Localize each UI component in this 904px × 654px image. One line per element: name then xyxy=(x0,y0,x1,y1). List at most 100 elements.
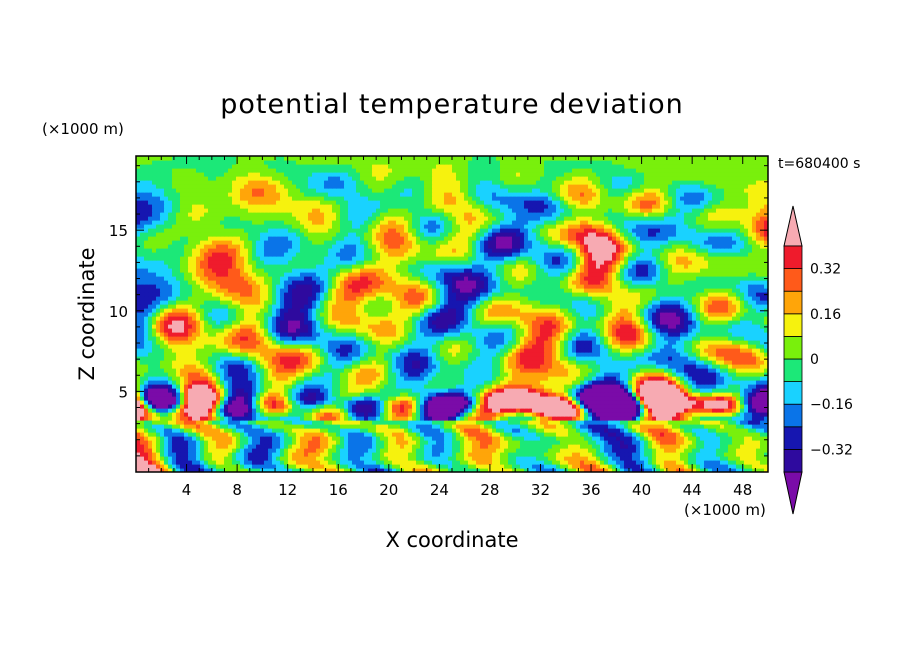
heatmap-cell xyxy=(468,432,473,437)
heatmap-cell xyxy=(368,420,373,425)
heatmap-cell xyxy=(704,360,709,365)
heatmap-cell xyxy=(528,412,533,417)
heatmap-cell xyxy=(500,348,505,353)
heatmap-cell xyxy=(160,396,165,401)
heatmap-cell xyxy=(676,360,681,365)
heatmap-cell xyxy=(452,344,457,349)
heatmap-cell xyxy=(708,384,713,389)
heatmap-cell xyxy=(140,388,145,393)
heatmap-cell xyxy=(464,404,469,409)
heatmap-cell xyxy=(160,468,165,472)
heatmap-cell xyxy=(588,432,593,437)
heatmap-cell xyxy=(440,404,445,409)
heatmap-cell xyxy=(644,452,649,457)
heatmap-cell xyxy=(164,396,169,401)
heatmap-cell xyxy=(324,396,329,401)
heatmap-cell xyxy=(536,428,541,433)
heatmap-cell xyxy=(364,448,369,453)
heatmap-cell xyxy=(388,348,393,353)
heatmap-cell xyxy=(620,372,625,377)
heatmap-cell xyxy=(736,372,741,377)
heatmap-cell xyxy=(552,392,557,397)
heatmap-cell xyxy=(196,456,201,461)
heatmap-cell xyxy=(760,376,765,381)
heatmap-cell xyxy=(676,420,681,425)
heatmap-cell xyxy=(492,356,497,361)
heatmap-cell xyxy=(320,460,325,465)
heatmap-cell xyxy=(448,360,453,365)
heatmap-cell xyxy=(732,380,737,385)
heatmap-cell xyxy=(352,456,357,461)
heatmap-cell xyxy=(180,464,185,469)
heatmap-cell xyxy=(332,372,337,377)
heatmap-cell xyxy=(316,444,321,449)
heatmap-cell xyxy=(528,396,533,401)
heatmap-cell xyxy=(380,420,385,425)
heatmap-cell xyxy=(612,436,617,441)
heatmap-cell xyxy=(152,384,157,389)
heatmap-cell xyxy=(464,376,469,381)
heatmap-cell xyxy=(388,424,393,429)
heatmap-cell xyxy=(608,424,613,429)
heatmap-cell xyxy=(164,444,169,449)
heatmap-cell xyxy=(592,416,597,421)
heatmap-cell xyxy=(460,416,465,421)
heatmap-cell xyxy=(240,420,245,425)
heatmap-cell xyxy=(512,452,517,457)
heatmap-cell xyxy=(192,412,197,417)
heatmap-cell xyxy=(532,352,537,357)
heatmap-cell xyxy=(176,364,181,369)
heatmap-cell xyxy=(320,424,325,429)
heatmap-cell xyxy=(476,344,481,349)
heatmap-cell xyxy=(408,404,413,409)
heatmap-cell xyxy=(244,368,249,373)
heatmap-cell xyxy=(472,384,477,389)
heatmap-cell xyxy=(688,388,693,393)
heatmap-cell xyxy=(424,416,429,421)
heatmap-cell xyxy=(680,376,685,381)
heatmap-cell xyxy=(736,432,741,437)
heatmap-cell xyxy=(492,360,497,365)
heatmap-cell xyxy=(644,384,649,389)
heatmap-cell xyxy=(232,368,237,373)
heatmap-cell xyxy=(504,400,509,405)
heatmap-cell xyxy=(288,436,293,441)
heatmap-cell xyxy=(720,440,725,445)
heatmap-cell xyxy=(412,396,417,401)
heatmap-cell xyxy=(244,444,249,449)
heatmap-cell xyxy=(452,436,457,441)
heatmap-cell xyxy=(368,432,373,437)
heatmap-cell xyxy=(208,448,213,453)
heatmap-cell xyxy=(472,408,477,413)
heatmap-cell xyxy=(428,368,433,373)
heatmap-cell xyxy=(148,424,153,429)
heatmap-cell xyxy=(608,384,613,389)
heatmap-cell xyxy=(384,448,389,453)
heatmap-cell xyxy=(364,356,369,361)
heatmap-cell xyxy=(740,376,745,381)
heatmap-cell xyxy=(424,460,429,465)
heatmap-cell xyxy=(532,424,537,429)
heatmap-cell xyxy=(744,348,749,353)
heatmap-cell xyxy=(240,404,245,409)
heatmap-cell xyxy=(152,440,157,445)
heatmap-cell xyxy=(396,460,401,465)
heatmap-cell xyxy=(424,404,429,409)
heatmap-cell xyxy=(344,452,349,457)
heatmap-cell xyxy=(152,432,157,437)
heatmap-cell xyxy=(308,448,313,453)
heatmap-cell xyxy=(740,360,745,365)
heatmap-cell xyxy=(572,356,577,361)
heatmap-cell xyxy=(276,392,281,397)
heatmap-cell xyxy=(648,348,653,353)
heatmap-cell xyxy=(628,412,633,417)
heatmap-cell xyxy=(580,428,585,433)
heatmap-cell xyxy=(652,428,657,433)
heatmap-cell xyxy=(516,348,521,353)
heatmap-cell xyxy=(552,424,557,429)
heatmap-cell xyxy=(648,444,653,449)
heatmap-cell xyxy=(152,352,157,357)
heatmap-cell xyxy=(160,408,165,413)
heatmap-cell xyxy=(752,436,757,441)
heatmap-cell xyxy=(224,348,229,353)
